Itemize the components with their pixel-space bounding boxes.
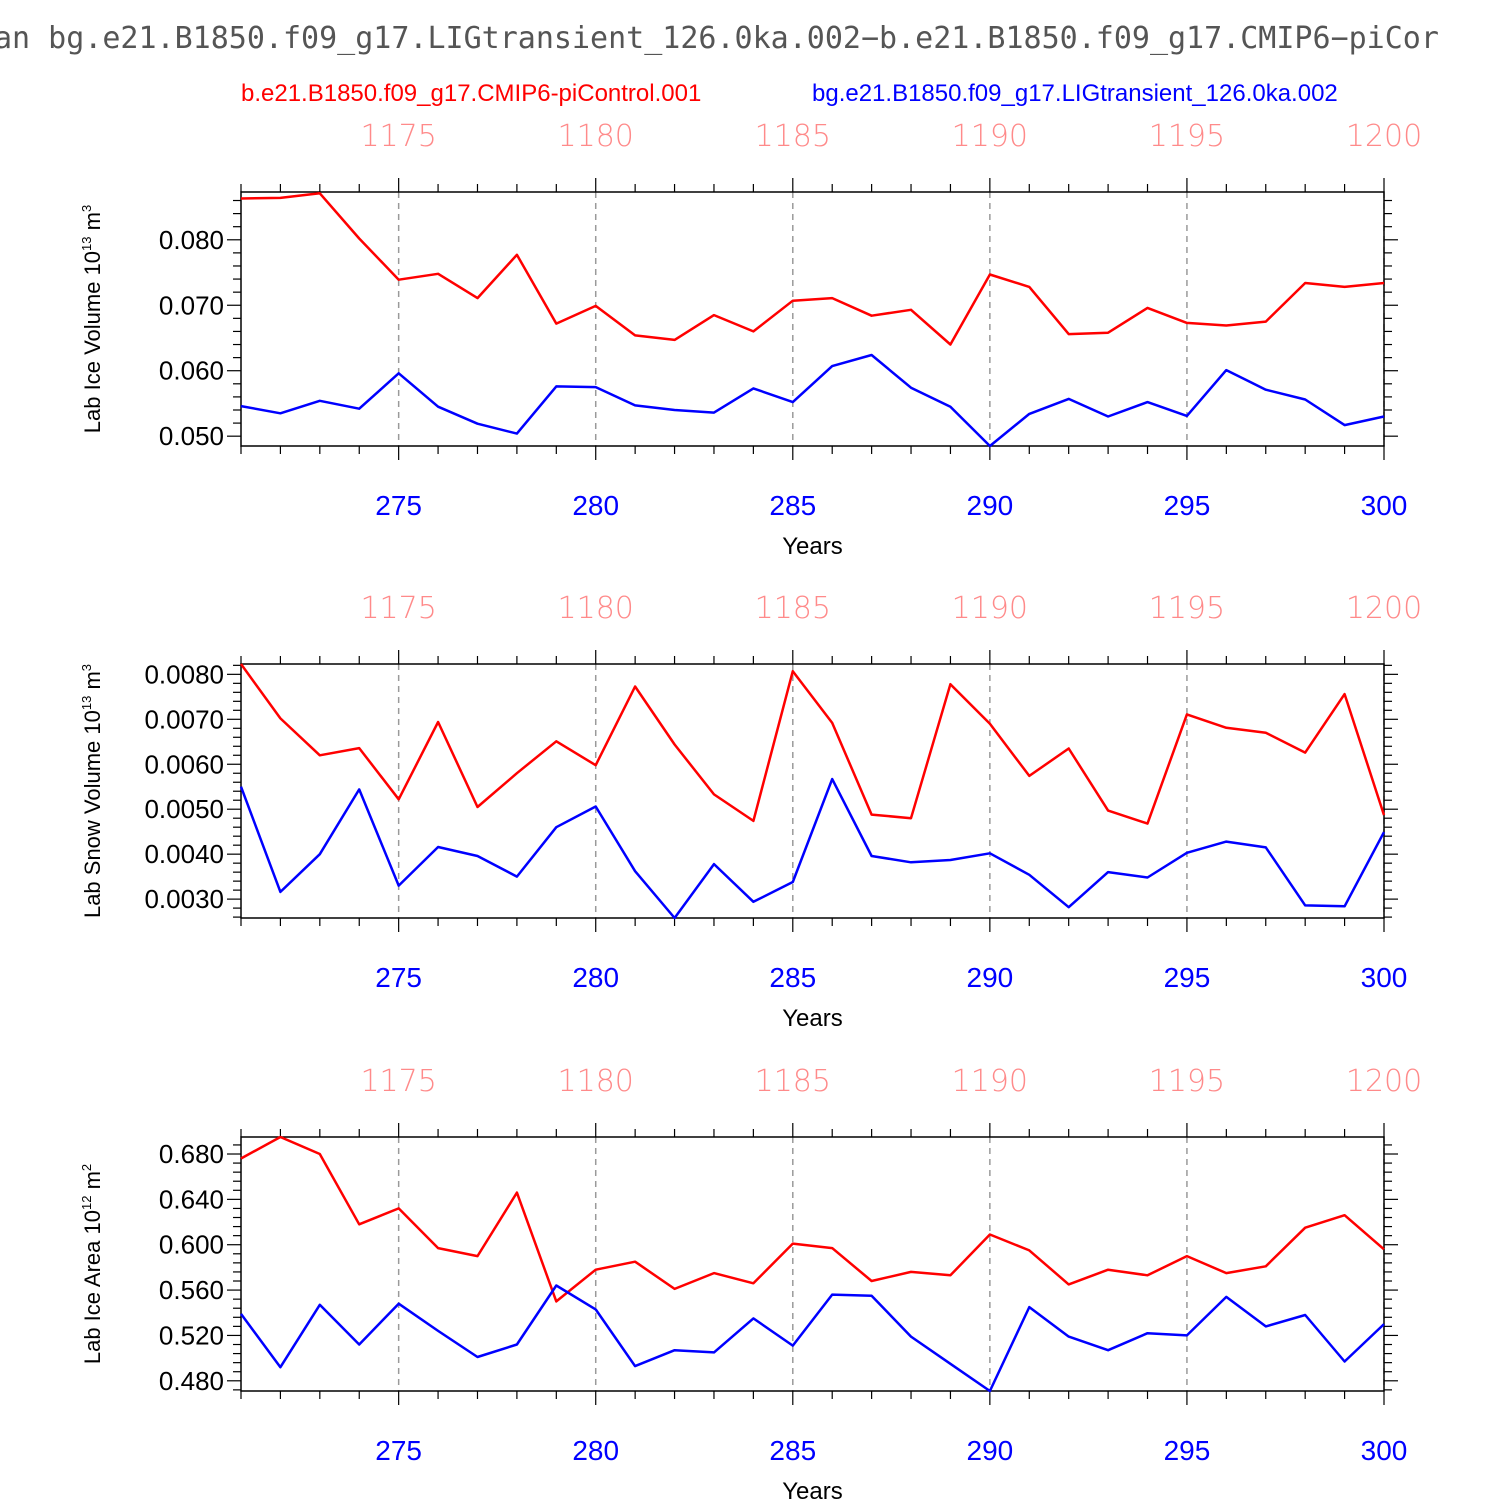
y-tick-label: 0.0040 bbox=[144, 839, 224, 869]
y-tick-label: 0.680 bbox=[159, 1139, 224, 1169]
x-top-tick-label: 1185 bbox=[755, 119, 831, 154]
x-axis-label: Years bbox=[782, 1478, 843, 1500]
y-tick-label: 0.060 bbox=[159, 356, 224, 386]
x-tick-label: 275 bbox=[375, 962, 422, 993]
y-axis-label-text: Lab Snow Volume 10 bbox=[80, 710, 105, 918]
legend-blue-label: bg.e21.B1850.f09_g17.LIGtransient_126.0k… bbox=[812, 80, 1338, 107]
y-axis-label-exponent: 12 bbox=[79, 1196, 94, 1210]
panel-2: 275 280 285 290 295 300 1175 1180 1185 1190 1195 12… bbox=[79, 591, 1422, 1032]
series-line-red bbox=[240, 192, 1385, 346]
series-line-red bbox=[239, 663, 1386, 825]
legend-red-label: b.e21.B1850.f09_g17.CMIP6-piControl.001 bbox=[241, 80, 701, 107]
plot-frame bbox=[240, 663, 1385, 919]
x-tick-label: 300 bbox=[1361, 1435, 1408, 1466]
x-top-tick-label: 1200 bbox=[1346, 119, 1422, 154]
x-tick-label: 285 bbox=[769, 962, 816, 993]
panels: 275 280 285 290 295 300 1175 1180 1185 1190 1195 12… bbox=[79, 119, 1422, 1500]
plot-frame bbox=[240, 1136, 1385, 1392]
x-top-tick-label: 1185 bbox=[755, 1064, 831, 1099]
y-tick-label: 0.520 bbox=[159, 1320, 224, 1350]
y-axis-label-text: Lab Ice Area 10 bbox=[80, 1210, 105, 1364]
x-tick-label: 290 bbox=[967, 1435, 1014, 1466]
x-tick-label: 300 bbox=[1361, 490, 1408, 521]
x-tick-label: 285 bbox=[769, 1435, 816, 1466]
x-tick-label: 290 bbox=[967, 490, 1014, 521]
y-tick-label: 0.0060 bbox=[144, 749, 224, 779]
x-tick-label: 295 bbox=[1164, 490, 1211, 521]
series-line-blue bbox=[239, 1284, 1385, 1393]
x-tick-label: 280 bbox=[572, 962, 619, 993]
x-top-tick-label: 1175 bbox=[360, 591, 436, 626]
y-tick-label: 0.640 bbox=[159, 1184, 224, 1214]
y-axis-label: Lab Ice Area 1012 m2 bbox=[79, 1164, 105, 1364]
x-top-tick-label: 1180 bbox=[558, 1064, 634, 1099]
x-top-tick-label: 1175 bbox=[360, 119, 436, 154]
x-top-tick-label: 1175 bbox=[360, 1064, 436, 1099]
x-tick-label: 285 bbox=[769, 490, 816, 521]
y-tick-label: 0.480 bbox=[159, 1366, 224, 1396]
y-tick-label: 0.0030 bbox=[144, 884, 224, 914]
y-tick-label: 0.070 bbox=[159, 290, 224, 320]
x-tick-label: 275 bbox=[375, 490, 422, 521]
series-line-blue bbox=[239, 777, 1386, 920]
y-axis-label-exponent: 13 bbox=[79, 236, 94, 250]
y-axis-label-unit: m bbox=[80, 1171, 105, 1195]
x-tick-label: 290 bbox=[967, 962, 1014, 993]
x-top-tick-label: 1190 bbox=[952, 1064, 1028, 1099]
y-axis-label-unit-exponent: 3 bbox=[79, 205, 94, 212]
x-tick-label: 280 bbox=[572, 490, 619, 521]
x-tick-label: 280 bbox=[572, 1435, 619, 1466]
y-axis-label-unit-exponent: 3 bbox=[79, 664, 94, 671]
y-tick-label: 0.600 bbox=[159, 1230, 224, 1260]
y-axis-label: Lab Snow Volume 1013 m3 bbox=[79, 664, 105, 918]
x-tick-label: 275 bbox=[375, 1435, 422, 1466]
y-axis-label-unit-exponent: 2 bbox=[79, 1164, 94, 1171]
series-line-blue bbox=[240, 353, 1385, 448]
y-tick-label: 0.560 bbox=[159, 1275, 224, 1305]
y-axis-label: Lab Ice Volume 1013 m3 bbox=[79, 205, 105, 433]
x-axis-label: Years bbox=[782, 1005, 843, 1032]
x-top-tick-label: 1195 bbox=[1149, 591, 1225, 626]
y-axis-label-text: Lab Ice Volume 10 bbox=[80, 251, 105, 433]
series-line-red bbox=[240, 1135, 1385, 1303]
y-tick-label: 0.050 bbox=[159, 421, 224, 451]
x-top-tick-label: 1195 bbox=[1149, 1064, 1225, 1099]
x-top-tick-label: 1190 bbox=[952, 119, 1028, 154]
x-top-tick-label: 1200 bbox=[1346, 1064, 1422, 1099]
x-top-tick-label: 1195 bbox=[1149, 119, 1225, 154]
y-tick-label: 0.0070 bbox=[144, 704, 224, 734]
y-axis-label-unit: m bbox=[80, 212, 105, 236]
figure-title: an bg.e21.B1850.f09_g17.LIGtransient_126… bbox=[0, 21, 1439, 56]
x-tick-label: 295 bbox=[1164, 962, 1211, 993]
x-tick-label: 300 bbox=[1361, 962, 1408, 993]
x-top-tick-label: 1180 bbox=[558, 119, 634, 154]
x-top-tick-label: 1180 bbox=[558, 591, 634, 626]
y-tick-label: 0.0080 bbox=[144, 659, 224, 689]
x-axis-label: Years bbox=[782, 533, 843, 560]
y-axis-label-exponent: 13 bbox=[79, 696, 94, 710]
plot-frame bbox=[240, 191, 1385, 447]
y-tick-label: 0.080 bbox=[159, 225, 224, 255]
x-top-tick-label: 1200 bbox=[1346, 591, 1422, 626]
x-top-tick-label: 1185 bbox=[755, 591, 831, 626]
panel-3: 275 280 285 290 295 300 1175 1180 1185 1190 1195 12… bbox=[79, 1064, 1422, 1500]
y-tick-label: 0.0050 bbox=[144, 794, 224, 824]
x-top-tick-label: 1190 bbox=[952, 591, 1028, 626]
x-tick-label: 295 bbox=[1164, 1435, 1211, 1466]
y-axis-label-unit: m bbox=[80, 671, 105, 695]
panel-1: 275 280 285 290 295 300 1175 1180 1185 1190 1195 12… bbox=[79, 119, 1422, 560]
